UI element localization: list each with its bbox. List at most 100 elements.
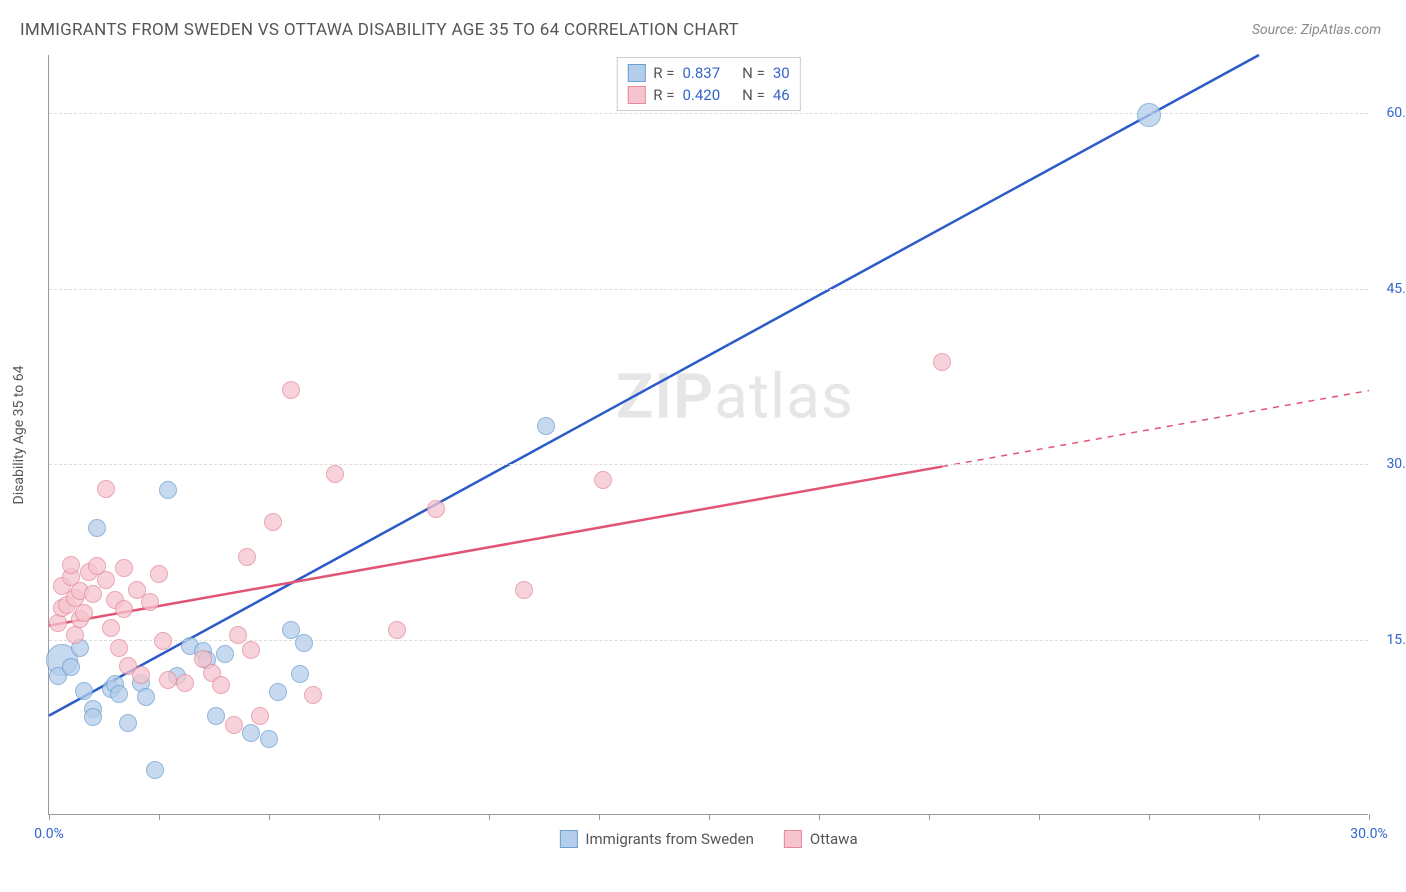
n-label: N = xyxy=(742,86,765,104)
ottawa-point xyxy=(212,676,230,694)
r-label: R = xyxy=(653,64,674,82)
x-tick xyxy=(819,814,820,820)
ottawa-point xyxy=(84,585,102,603)
ottawa-point xyxy=(115,600,133,618)
chart-title: IMMIGRANTS FROM SWEDEN VS OTTAWA DISABIL… xyxy=(20,20,739,40)
gridline xyxy=(49,640,1368,641)
y-tick-label: 60.0% xyxy=(1386,105,1406,121)
legend-swatch xyxy=(627,64,645,82)
sweden-point xyxy=(62,658,80,676)
ottawa-point xyxy=(225,716,243,734)
sweden-point xyxy=(75,682,93,700)
ottawa-point xyxy=(238,548,256,566)
ottawa-point xyxy=(132,666,150,684)
ottawa-point xyxy=(304,686,322,704)
sweden-point xyxy=(88,519,106,537)
r-label: R = xyxy=(653,86,674,104)
ottawa-point xyxy=(176,674,194,692)
legend-label: Ottawa xyxy=(810,830,858,848)
sweden-point xyxy=(260,730,278,748)
gridline xyxy=(49,113,1368,114)
sweden-point xyxy=(242,724,260,742)
gridline xyxy=(49,464,1368,465)
chart-svg-layer xyxy=(49,55,1368,814)
sweden-point xyxy=(119,714,137,732)
correlation-legend: R = 0.837 N = 30 R = 0.420 N = 46 xyxy=(616,57,800,111)
ottawa-point xyxy=(242,641,260,659)
x-tick xyxy=(379,814,380,820)
ottawa-point xyxy=(150,565,168,583)
legend-item: Immigrants from Sweden xyxy=(559,830,753,848)
legend-row-ottawa: R = 0.420 N = 46 xyxy=(627,84,789,106)
n-value: 46 xyxy=(773,86,790,104)
sweden-trendline xyxy=(49,55,1259,716)
sweden-point xyxy=(146,761,164,779)
ottawa-point xyxy=(154,632,172,650)
ottawa-point xyxy=(282,381,300,399)
x-tick xyxy=(489,814,490,820)
ottawa-point xyxy=(933,353,951,371)
legend-label: Immigrants from Sweden xyxy=(585,830,753,848)
ottawa-point xyxy=(141,593,159,611)
sweden-point xyxy=(295,634,313,652)
source-attribution: Source: ZipAtlas.com xyxy=(1252,22,1381,38)
ottawa-point xyxy=(515,581,533,599)
ottawa-trendline-extension xyxy=(942,391,1369,467)
sweden-point xyxy=(291,665,309,683)
x-tick xyxy=(1039,814,1040,820)
x-tick xyxy=(599,814,600,820)
ottawa-point xyxy=(594,471,612,489)
ottawa-point xyxy=(75,604,93,622)
legend-row-sweden: R = 0.837 N = 30 xyxy=(627,62,789,84)
sweden-point xyxy=(1137,103,1161,127)
ottawa-point xyxy=(264,513,282,531)
x-tick xyxy=(1149,814,1150,820)
y-tick-label: 30.0% xyxy=(1386,456,1406,472)
legend-swatch xyxy=(559,830,577,848)
sweden-point xyxy=(537,417,555,435)
sweden-point xyxy=(137,688,155,706)
x-tick xyxy=(269,814,270,820)
x-tick-label: 30.0% xyxy=(1350,826,1388,842)
ottawa-point xyxy=(97,571,115,589)
ottawa-trendline xyxy=(49,467,942,626)
sweden-point xyxy=(84,708,102,726)
sweden-point xyxy=(159,481,177,499)
y-axis-title: Disability Age 35 to 64 xyxy=(11,365,27,504)
x-tick xyxy=(1369,814,1370,820)
n-value: 30 xyxy=(773,64,790,82)
r-value: 0.837 xyxy=(682,64,720,82)
sweden-point xyxy=(216,645,234,663)
legend-swatch xyxy=(784,830,802,848)
ottawa-point xyxy=(97,480,115,498)
x-tick xyxy=(159,814,160,820)
ottawa-point xyxy=(427,500,445,518)
ottawa-point xyxy=(62,556,80,574)
watermark-text: ZIPatlas xyxy=(616,360,854,433)
x-tick xyxy=(709,814,710,820)
sweden-point xyxy=(207,707,225,725)
n-label: N = xyxy=(742,64,765,82)
y-tick-label: 15.0% xyxy=(1386,632,1406,648)
gridline xyxy=(49,289,1368,290)
x-tick-label: 0.0% xyxy=(34,826,64,842)
ottawa-point xyxy=(251,707,269,725)
x-tick xyxy=(929,814,930,820)
chart-plot-area: Disability Age 35 to 64 ZIPatlas R =0.83… xyxy=(48,55,1368,815)
legend-swatch xyxy=(627,86,645,104)
series-legend: Immigrants from Sweden Ottawa xyxy=(559,830,857,848)
y-tick-label: 45.0% xyxy=(1386,281,1406,297)
legend-item: Ottawa xyxy=(784,830,858,848)
x-tick xyxy=(49,814,50,820)
x-tick xyxy=(1259,814,1260,820)
ottawa-point xyxy=(229,626,247,644)
ottawa-point xyxy=(49,614,67,632)
r-value: 0.420 xyxy=(682,86,720,104)
ottawa-point xyxy=(110,639,128,657)
ottawa-point xyxy=(66,626,84,644)
sweden-point xyxy=(110,685,128,703)
sweden-point xyxy=(269,683,287,701)
ottawa-point xyxy=(102,619,120,637)
ottawa-point xyxy=(388,621,406,639)
ottawa-point xyxy=(115,559,133,577)
